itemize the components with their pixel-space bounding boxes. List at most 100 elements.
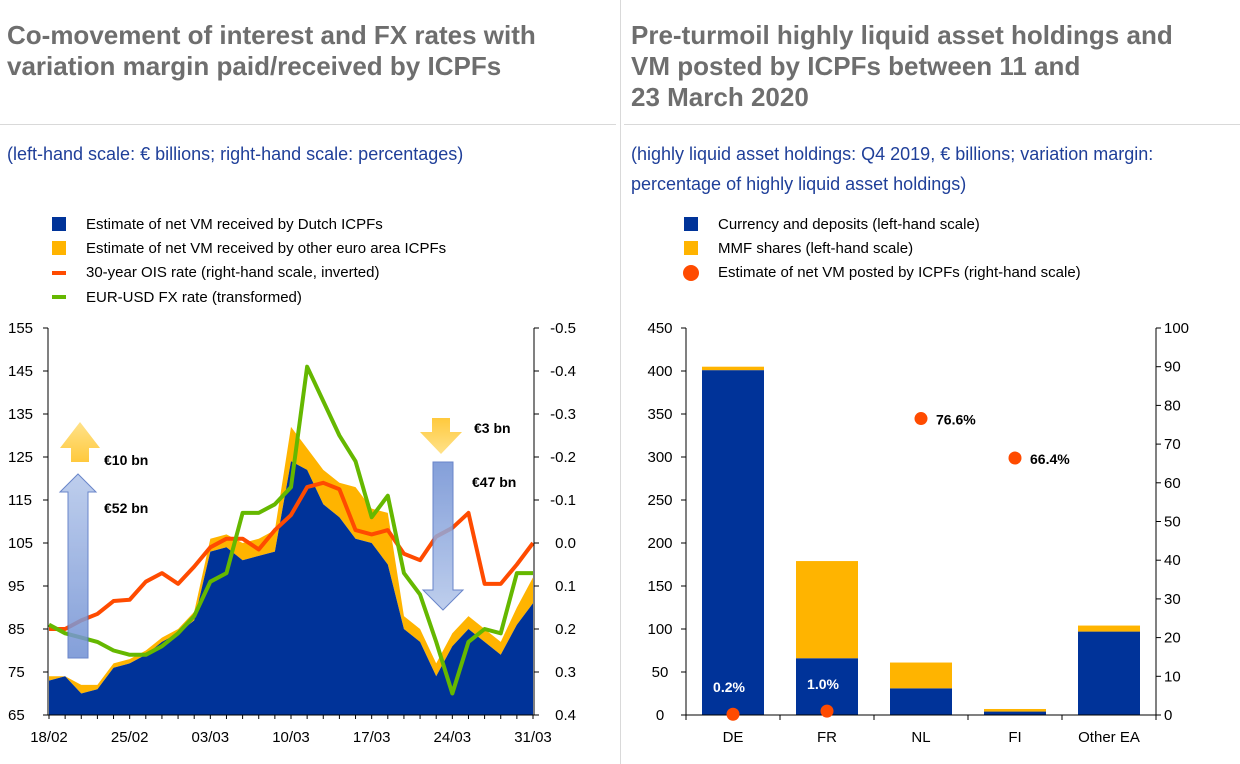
right-title-divider: [624, 124, 1240, 125]
y2-tick-label: 90: [1164, 359, 1181, 376]
x-tick-label: 31/03: [514, 729, 552, 746]
legend-label-ois-rate: 30-year OIS rate (right-hand scale, inve…: [86, 264, 380, 282]
dot-vm-posted: [914, 412, 928, 426]
right-chart-panel: Pre-turmoil highly liquid asset holdings…: [624, 0, 1240, 764]
right-title-line-2: VM posted by ICPFs between 11 and: [631, 51, 1081, 81]
left-title-divider: [0, 124, 616, 125]
line-fx-rate: [48, 364, 533, 696]
right-chart-legend: Currency and deposits (left-hand scale) …: [683, 212, 1081, 285]
x-tick-label: FI: [1008, 729, 1021, 746]
y2-tick-label: -0.5: [550, 320, 576, 337]
legend-swatch-fx-rate: [52, 295, 66, 300]
right-chart-title: Pre-turmoil highly liquid asset holdings…: [631, 20, 1173, 113]
left-chart-plot: 65 75 85 95 105 115 125 135 145 155 -0.5 -0.4 -0.3 -0…: [8, 320, 576, 746]
legend-swatch-mmf-shares: [684, 241, 698, 256]
y2-tick-label: 30: [1164, 591, 1181, 608]
y-tick-label: 105: [8, 535, 33, 552]
legend-swatch-dutch-vm: [52, 217, 66, 232]
dot-vm-posted: [726, 707, 740, 721]
legend-item-vm-posted: Estimate of net VM posted by ICPFs (righ…: [683, 261, 1081, 285]
left-title-line-2: variation margin paid/received by ICPFs: [7, 51, 502, 81]
y2-tick-label: 60: [1164, 475, 1181, 492]
y2-tick-label: 10: [1164, 668, 1181, 685]
y2-tick-label: 0.1: [555, 578, 576, 595]
legend-swatch-other-ea-vm: [52, 241, 66, 256]
legend-item-currency-deposits: Currency and deposits (left-hand scale): [684, 212, 1081, 236]
legend-swatch-vm-posted: [683, 264, 699, 281]
legend-label-vm-posted: Estimate of net VM posted by ICPFs (righ…: [718, 264, 1081, 282]
bar-currency-deposits: [702, 370, 764, 715]
arrow-up-yellow: [60, 422, 100, 462]
y-tick-label: 250: [647, 492, 672, 509]
y-tick-label: 135: [8, 406, 33, 423]
dot-vm-posted: [820, 704, 834, 718]
annotation-down-yellow: €3 bn: [474, 420, 511, 436]
bar-mmf-shares: [984, 708, 1046, 712]
x-tick-label: 17/03: [353, 729, 391, 746]
area-other-ea-vm: [49, 426, 533, 694]
panel-divider: [620, 0, 621, 764]
y-tick-label: 155: [8, 320, 33, 337]
right-subtitle-line-1: (highly liquid asset holdings: Q4 2019, …: [631, 144, 1154, 164]
y-tick-label: 95: [8, 578, 25, 595]
right-subtitle-line-2: percentage of highly liquid asset holdin…: [631, 174, 967, 194]
right-title-line-3: 23 March 2020: [631, 82, 809, 112]
legend-label-fx-rate: EUR-USD FX rate (transformed): [86, 288, 302, 306]
x-tick-label: 24/03: [434, 729, 472, 746]
y-tick-label: 400: [647, 363, 672, 380]
x-tick-label: 25/02: [111, 729, 149, 746]
x-tick-label: 03/03: [192, 729, 230, 746]
legend-label-other-ea-vm: Estimate of net VM received by other eur…: [86, 239, 447, 257]
dot-label-vm-posted: 66.4%: [1030, 451, 1070, 467]
left-chart-legend: Estimate of net VM received by Dutch ICP…: [52, 212, 446, 309]
right-title-line-1: Pre-turmoil highly liquid asset holdings…: [631, 20, 1173, 50]
y2-tick-label: 50: [1164, 514, 1181, 531]
y2-tick-label: 40: [1164, 552, 1181, 569]
area-dutch-vm: [49, 461, 533, 715]
y-tick-label: 0: [656, 707, 664, 724]
legend-label-mmf-shares: MMF shares (left-hand scale): [718, 239, 914, 257]
x-tick-label: 10/03: [272, 729, 310, 746]
x-tick-label: Other EA: [1078, 729, 1140, 746]
left-chart-title: Co-movement of interest and FX rates wit…: [7, 20, 536, 82]
x-tick-label: NL: [911, 729, 930, 746]
y2-tick-label: -0.2: [550, 449, 576, 466]
dot-label-vm-posted: 1.0%: [807, 676, 839, 692]
y2-tick-label: 0.0: [555, 535, 576, 552]
y-tick-label: 350: [647, 406, 672, 423]
y2-tick-label: 0.2: [555, 621, 576, 638]
bar-mmf-shares: [1078, 625, 1140, 632]
annotation-down-blue: €47 bn: [472, 474, 516, 490]
y2-tick-label: 0: [1164, 707, 1172, 724]
right-chart-subtitle: (highly liquid asset holdings: Q4 2019, …: [631, 139, 1153, 199]
annotation-up-blue: €52 bn: [104, 500, 148, 516]
x-tick-label: FR: [817, 729, 837, 746]
y2-tick-label: 80: [1164, 397, 1181, 414]
x-tick-label: DE: [723, 729, 744, 746]
legend-swatch-ois-rate: [52, 270, 66, 275]
legend-label-dutch-vm: Estimate of net VM received by Dutch ICP…: [86, 215, 383, 233]
right-chart-plot: DE FR NL FI Other EA050100150200250300350400…: [647, 320, 1189, 746]
y2-tick-label: -0.4: [550, 363, 576, 380]
bar-currency-deposits: [984, 711, 1046, 715]
y-tick-label: 300: [647, 449, 672, 466]
bar-currency-deposits: [890, 688, 952, 715]
annotation-up-yellow: €10 bn: [104, 452, 148, 468]
y-tick-label: 115: [8, 492, 32, 509]
dot-label-vm-posted: 0.2%: [713, 679, 745, 695]
y2-tick-label: -0.1: [550, 492, 576, 509]
left-chart-subtitle: (left-hand scale: € billions; right-hand…: [7, 144, 464, 164]
legend-item-dutch-vm: Estimate of net VM received by Dutch ICP…: [52, 212, 446, 236]
left-chart-panel: Co-movement of interest and FX rates wit…: [0, 20, 616, 746]
y-tick-label: 150: [647, 578, 672, 595]
y-tick-label: 85: [8, 621, 25, 638]
y2-tick-label: 100: [1164, 320, 1189, 337]
arrow-up-blue: [58, 473, 98, 659]
dot-label-vm-posted: 76.6%: [936, 412, 976, 428]
legend-swatch-currency-deposits: [684, 217, 698, 232]
y2-tick-label: 0.3: [555, 664, 576, 681]
y2-tick-label: 20: [1164, 630, 1181, 647]
arrow-down-yellow: [420, 418, 462, 454]
y-tick-label: 50: [652, 664, 669, 681]
bar-mmf-shares: [702, 366, 764, 371]
